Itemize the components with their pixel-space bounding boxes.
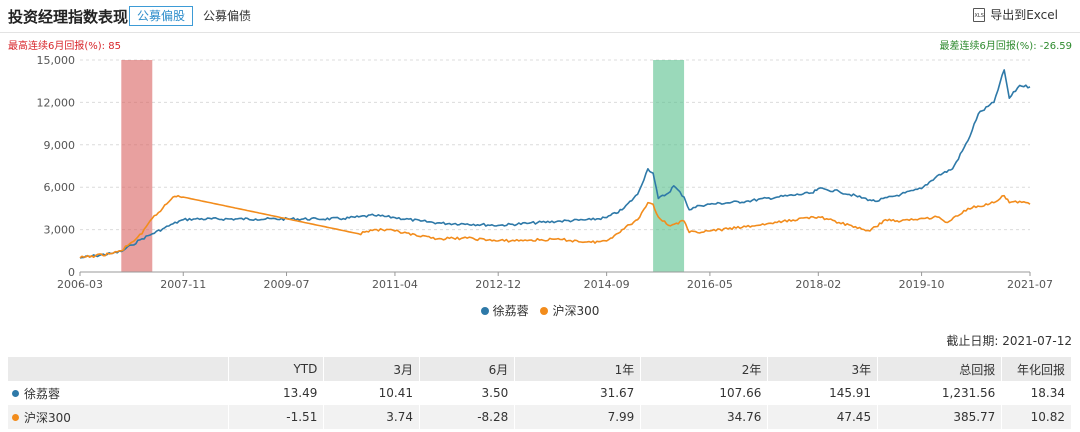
col-header-2y: 2年 xyxy=(640,357,769,381)
col-header-annualized: 年化回报 xyxy=(1001,357,1072,381)
cell-3y: 145.91 xyxy=(767,381,879,405)
table-header-row: YTD 3月 6月 1年 2年 3年 总回报 年化回报 xyxy=(8,357,1072,381)
legend-dot-index xyxy=(540,306,549,315)
series-line-index xyxy=(79,194,1031,259)
cell-ytd: 13.49 xyxy=(228,381,325,405)
cell-1y: 7.99 xyxy=(514,405,642,429)
table-row: 徐荔蓉 13.49 10.41 3.50 31.67 107.66 145.91… xyxy=(8,381,1072,405)
legend-item-manager[interactable]: 徐荔蓉 xyxy=(480,302,529,319)
cell-1y: 31.67 xyxy=(514,381,642,405)
as-of-date: 截止日期: 2021-07-12 xyxy=(946,334,1072,348)
x-tick-label: 2021-07 xyxy=(1007,278,1053,291)
best-6m-return-note: 最高连续6月回报(%): 85 xyxy=(8,41,121,52)
col-header-1y: 1年 xyxy=(514,357,642,381)
row-name: 沪深300 xyxy=(24,410,71,425)
x-tick-label: 2014-09 xyxy=(584,278,630,291)
table-row: 沪深300 -1.51 3.74 -8.28 7.99 34.76 47.45 … xyxy=(8,405,1072,429)
export-label: 导出到Excel xyxy=(990,8,1058,22)
export-excel-button[interactable]: XLS 导出到Excel xyxy=(973,6,1058,24)
col-header-ytd: YTD xyxy=(228,357,325,381)
x-tick-label: 2011-04 xyxy=(372,278,418,291)
cell-total: 1,231.56 xyxy=(877,381,1003,405)
legend-label-manager: 徐荔蓉 xyxy=(492,304,529,318)
cell-2y: 107.66 xyxy=(640,381,769,405)
col-header-total: 总回报 xyxy=(877,357,1003,381)
y-tick-label: 0 xyxy=(68,266,75,279)
row-name-cell: 徐荔蓉 xyxy=(8,381,229,405)
cell-3m: 3.74 xyxy=(323,405,421,429)
tab-bond-funds[interactable]: 公募偏债 xyxy=(203,9,252,23)
y-tick-label: 15,000 xyxy=(37,54,76,67)
x-tick-label: 2019-10 xyxy=(899,278,945,291)
cell-annualized: 10.82 xyxy=(1001,405,1072,429)
row-name: 徐荔蓉 xyxy=(24,386,61,401)
y-tick-label: 3,000 xyxy=(44,224,76,237)
row-name-cell: 沪深300 xyxy=(8,405,229,429)
x-tick-label: 2009-07 xyxy=(264,278,310,291)
cell-total: 385.77 xyxy=(877,405,1003,429)
x-tick-label: 2016-05 xyxy=(687,278,733,291)
col-header-3m: 3月 xyxy=(323,357,421,381)
chart-legend: 徐荔蓉 沪深300 xyxy=(0,302,1080,319)
cell-3m: 10.41 xyxy=(323,381,421,405)
cell-ytd: -1.51 xyxy=(228,405,325,429)
cell-annualized: 18.34 xyxy=(1001,381,1072,405)
performance-chart: 0 3,000 6,000 9,000 12,000 15,000 2006-03 2007-… xyxy=(37,54,1053,291)
worst-period-band xyxy=(653,60,685,272)
x-tick-label: 2007-11 xyxy=(160,278,206,291)
legend-dot-manager xyxy=(480,306,489,315)
page-title: 投资经理指数表现 xyxy=(8,8,129,26)
y-tick-label: 9,000 xyxy=(44,139,76,152)
worst-6m-return-note: 最差连续6月回报(%): -26.59 xyxy=(939,41,1072,52)
best-period-band xyxy=(121,60,153,272)
cell-3y: 47.45 xyxy=(767,405,879,429)
tab-equity-funds[interactable]: 公募偏股 xyxy=(129,6,194,26)
series-dot xyxy=(12,413,19,421)
col-header-3y: 3年 xyxy=(767,357,879,381)
returns-table: YTD 3月 6月 1年 2年 3年 总回报 年化回报 徐荔蓉 13.49 10… xyxy=(8,357,1072,429)
xls-file-icon: XLS xyxy=(973,8,986,22)
col-header-6m: 6月 xyxy=(419,357,516,381)
y-tick-label: 6,000 xyxy=(44,181,76,194)
x-tick-label: 2006-03 xyxy=(57,278,103,291)
series-dot xyxy=(12,389,19,397)
legend-item-index[interactable]: 沪深300 xyxy=(540,302,599,319)
series-line-manager xyxy=(79,69,1031,259)
cell-6m: -8.28 xyxy=(419,405,516,429)
x-tick-label: 2012-12 xyxy=(475,278,521,291)
col-header-name xyxy=(8,357,229,381)
cell-2y: 34.76 xyxy=(640,405,769,429)
x-tick-label: 2018-02 xyxy=(795,278,841,291)
y-tick-label: 12,000 xyxy=(37,96,76,109)
header-bar: 投资经理指数表现 公募偏股 公募偏债 XLS 导出到Excel xyxy=(0,0,1080,33)
cell-6m: 3.50 xyxy=(419,381,516,405)
legend-label-index: 沪深300 xyxy=(552,304,600,318)
